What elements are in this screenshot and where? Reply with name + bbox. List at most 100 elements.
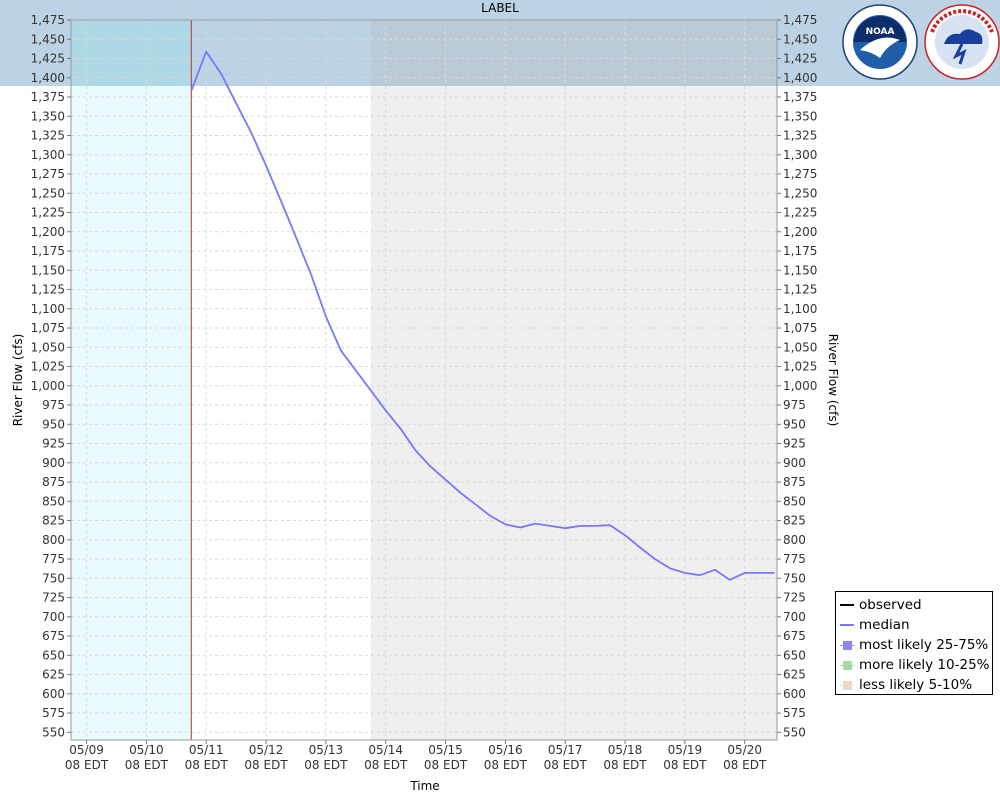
y-tick-label-left: 1,250: [31, 186, 65, 200]
y-tick-label-right: 775: [783, 552, 806, 566]
y-tick-label-right: 625: [783, 668, 806, 682]
y-tick-label-right: 600: [783, 687, 806, 701]
x-tick-label-date: 05/11: [189, 743, 224, 757]
forecast-period-shade-header: [370, 20, 777, 86]
y-tick-label-left: 1,225: [31, 206, 65, 220]
y-tick-label-left: 925: [42, 437, 65, 451]
legend-swatch: [840, 678, 854, 692]
x-tick-label-date: 05/20: [727, 743, 762, 757]
plot-frame: [70, 19, 778, 741]
x-tick-label-date: 05/17: [548, 743, 583, 757]
x-tick-label-time: 08 EDT: [424, 758, 468, 772]
legend-item-more: more likely 10-25%: [840, 655, 992, 675]
y-tick-label-left: 775: [42, 552, 65, 566]
legend-swatch: [840, 618, 854, 632]
y-tick-label-left: 1,275: [31, 167, 65, 181]
y-tick-label-right: 1,275: [783, 167, 817, 181]
legend-item-less: less likely 5-10%: [840, 675, 992, 695]
y-tick-label-right: 875: [783, 475, 806, 489]
y-tick-label-left: 625: [42, 668, 65, 682]
y-tick-label-left: 1,175: [31, 244, 65, 258]
y-tick-label-left: 975: [42, 398, 65, 412]
y-tick-label-left: 1,125: [31, 283, 65, 297]
y-tick-label-right: 575: [783, 706, 806, 720]
nws-logo: [924, 4, 1000, 80]
x-tick-label-date: 05/15: [428, 743, 463, 757]
x-tick-label-date: 05/14: [368, 743, 403, 757]
y-axis-title-right: River Flow (cfs): [826, 334, 840, 427]
x-tick-label-date: 05/19: [668, 743, 703, 757]
y-tick-label-left: 650: [42, 648, 65, 662]
y-tick-label-left: 875: [42, 475, 65, 489]
y-tick-label-left: 825: [42, 514, 65, 528]
x-tick-label-time: 08 EDT: [484, 758, 528, 772]
x-tick-label-date: 05/18: [608, 743, 643, 757]
legend-label: more likely 10-25%: [859, 657, 990, 673]
y-tick-label-left: 1,150: [31, 263, 65, 277]
y-tick-label-right: 1,225: [783, 206, 817, 220]
y-tick-label-right: 1,200: [783, 225, 817, 239]
y-tick-label-left: 1,425: [31, 52, 65, 66]
gridlines: [71, 19, 777, 740]
y-tick-label-right: 750: [783, 571, 806, 585]
y-tick-label-right: 1,075: [783, 321, 817, 335]
y-tick-label-left: 700: [42, 610, 65, 624]
y-tick-label-left: 1,375: [31, 90, 65, 104]
legend-label: observed: [859, 597, 922, 613]
y-tick-label-left: 600: [42, 687, 65, 701]
y-tick-label-right: 1,425: [783, 52, 817, 66]
noaa-logo: NOAA: [842, 4, 918, 80]
x-tick-label-time: 08 EDT: [544, 758, 588, 772]
y-tick-label-right: 975: [783, 398, 806, 412]
x-tick-label-date: 05/13: [309, 743, 344, 757]
y-tick-label-right: 825: [783, 514, 806, 528]
x-tick-label-time: 08 EDT: [125, 758, 169, 772]
y-tick-label-left: 1,050: [31, 340, 65, 354]
y-tick-label-right: 725: [783, 591, 806, 605]
y-tick-label-right: 1,375: [783, 90, 817, 104]
y-tick-label-left: 1,300: [31, 148, 65, 162]
y-tick-label-right: 1,400: [783, 71, 817, 85]
x-tick-label-time: 08 EDT: [723, 758, 767, 772]
x-tick-label-date: 05/12: [249, 743, 284, 757]
y-tick-label-right: 1,475: [783, 13, 817, 27]
x-tick-label-time: 08 EDT: [663, 758, 707, 772]
legend-item-median: median: [840, 615, 992, 635]
x-axis-title: Time: [409, 779, 439, 793]
y-tick-label-right: 925: [783, 437, 806, 451]
y-tick-label-left: 850: [42, 494, 65, 508]
y-tick-label-left: 1,325: [31, 129, 65, 143]
y-tick-label-left: 1,025: [31, 360, 65, 374]
legend-swatch: [840, 638, 854, 652]
x-tick-label-time: 08 EDT: [603, 758, 647, 772]
legend-label: most likely 25-75%: [859, 637, 989, 653]
plot-background: [71, 20, 777, 740]
y-tick-label-right: 1,125: [783, 283, 817, 297]
legend-label: less likely 5-10%: [859, 677, 973, 693]
y-tick-label-left: 800: [42, 533, 65, 547]
y-tick-label-right: 1,050: [783, 340, 817, 354]
y-tick-label-right: 1,025: [783, 360, 817, 374]
chart-title: LABEL: [481, 1, 519, 15]
legend-swatch: [840, 658, 854, 672]
y-tick-label-right: 1,450: [783, 32, 817, 46]
y-tick-label-right: 1,325: [783, 129, 817, 143]
legend-label: median: [859, 617, 910, 633]
legend-item-most: most likely 25-75%: [840, 635, 992, 655]
y-tick-label-left: 1,475: [31, 13, 65, 27]
legend: observed median most likely 25-75% more lik…: [835, 591, 993, 695]
x-tick-label-time: 08 EDT: [364, 758, 408, 772]
y-tick-label-right: 1,250: [783, 186, 817, 200]
y-tick-label-left: 725: [42, 591, 65, 605]
y-tick-label-right: 1,100: [783, 302, 817, 316]
logo-images: NOAA: [842, 4, 1000, 80]
observed-period-shade-header: [71, 20, 192, 86]
y-tick-label-right: 675: [783, 629, 806, 643]
x-tick-label-time: 08 EDT: [244, 758, 288, 772]
series-line-median: [190, 50, 775, 581]
y-tick-label-right: 700: [783, 610, 806, 624]
y-tick-label-right: 850: [783, 494, 806, 508]
y-tick-label-left: 900: [42, 456, 65, 470]
legend-swatch: [840, 598, 854, 612]
